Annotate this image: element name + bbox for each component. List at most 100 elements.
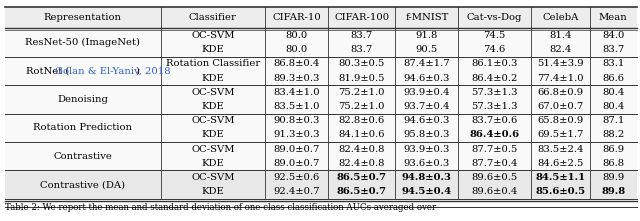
Text: CIFAR-100: CIFAR-100 [334,13,389,22]
Text: 81.9±0.5: 81.9±0.5 [339,74,385,83]
Text: 83.5±2.4: 83.5±2.4 [537,145,584,154]
Text: Rotation Prediction: Rotation Prediction [33,123,132,132]
Text: Classifier: Classifier [189,13,237,22]
Text: 80.4: 80.4 [602,102,625,111]
Text: 86.8: 86.8 [602,159,625,168]
Bar [5,170,637,199]
Text: RotNet (: RotNet ( [26,67,70,75]
Text: 86.4±0.6: 86.4±0.6 [469,130,520,139]
Text: 93.7±0.4: 93.7±0.4 [404,102,450,111]
Text: CelebA: CelebA [542,13,579,22]
Text: 80.3±0.5: 80.3±0.5 [339,59,385,68]
Text: Contrastive: Contrastive [53,152,112,161]
Text: 84.5±1.1: 84.5±1.1 [535,173,585,182]
Text: 82.4±0.8: 82.4±0.8 [339,159,385,168]
Text: 92.5±0.6: 92.5±0.6 [274,173,320,182]
Text: KDE: KDE [202,159,224,168]
Text: 84.1±0.6: 84.1±0.6 [339,130,385,139]
Text: 65.8±0.9: 65.8±0.9 [537,116,583,125]
Text: 91.8: 91.8 [415,31,438,40]
Text: 88.2: 88.2 [602,130,625,139]
Text: 91.3±0.3: 91.3±0.3 [273,130,320,139]
Bar [5,7,637,199]
Text: 83.5±1.0: 83.5±1.0 [273,102,320,111]
Text: 85.6±0.5: 85.6±0.5 [535,187,585,196]
Text: 94.6±0.3: 94.6±0.3 [404,74,450,83]
Text: 86.9: 86.9 [602,145,625,154]
Text: 69.5±1.7: 69.5±1.7 [537,130,584,139]
Text: f-MNIST: f-MNIST [405,13,449,22]
Text: 87.1: 87.1 [602,116,625,125]
Text: 90.5: 90.5 [416,45,438,54]
Text: 74.6: 74.6 [483,45,506,54]
Text: 84.6±2.5: 84.6±2.5 [537,159,584,168]
Text: 89.6±0.5: 89.6±0.5 [471,173,518,182]
Text: 57.3±1.3: 57.3±1.3 [471,88,518,97]
Text: 84.0: 84.0 [602,31,625,40]
Text: 81.4: 81.4 [549,31,572,40]
Text: 93.9±0.4: 93.9±0.4 [404,88,450,97]
Text: KDE: KDE [202,45,224,54]
Text: 90.8±0.3: 90.8±0.3 [273,116,320,125]
Text: Mean: Mean [599,13,628,22]
Text: 57.3±1.3: 57.3±1.3 [471,102,518,111]
Text: 80.0: 80.0 [285,45,308,54]
Text: ): ) [136,67,140,75]
Text: KDE: KDE [202,102,224,111]
Text: OC-SVM: OC-SVM [191,116,235,125]
Text: 93.6±0.3: 93.6±0.3 [404,159,450,168]
Text: 83.4±1.0: 83.4±1.0 [273,88,320,97]
Text: 66.8±0.9: 66.8±0.9 [537,88,583,97]
Text: 95.8±0.3: 95.8±0.3 [404,130,450,139]
Text: 86.6: 86.6 [602,74,624,83]
Text: 51.4±3.9: 51.4±3.9 [537,59,584,68]
Text: 80.4: 80.4 [602,88,625,97]
Text: 86.5±0.7: 86.5±0.7 [337,187,387,196]
Text: ResNet-50 (ImageNet): ResNet-50 (ImageNet) [26,38,140,47]
Text: 94.8±0.3: 94.8±0.3 [402,173,452,182]
Text: Cat-vs-Dog: Cat-vs-Dog [467,13,522,22]
Bar [5,7,637,28]
Text: KDE: KDE [202,187,224,196]
Text: OC-SVM: OC-SVM [191,173,235,182]
Text: Representation: Representation [44,13,122,22]
Text: 83.7: 83.7 [351,45,373,54]
Text: 82.4: 82.4 [549,45,572,54]
Text: 83.7±0.6: 83.7±0.6 [471,116,518,125]
Text: Rotation Classifier: Rotation Classifier [166,59,260,68]
Text: 89.8: 89.8 [601,187,625,196]
Text: OC-SVM: OC-SVM [191,145,235,154]
Text: 83.7: 83.7 [602,45,625,54]
Text: 75.2±1.0: 75.2±1.0 [339,88,385,97]
Text: 83.7: 83.7 [351,31,373,40]
Text: 94.6±0.3: 94.6±0.3 [404,116,450,125]
Text: OC-SVM: OC-SVM [191,88,235,97]
Text: Table 2: We report the mean and standard deviation of one-class classification A: Table 2: We report the mean and standard… [5,203,436,212]
Text: 89.9: 89.9 [602,173,625,182]
Text: 86.5±0.7: 86.5±0.7 [337,173,387,182]
Text: 89.6±0.4: 89.6±0.4 [471,187,518,196]
Text: 89.0±0.7: 89.0±0.7 [273,145,320,154]
Text: Denoising: Denoising [58,95,108,104]
Text: CIFAR-10: CIFAR-10 [273,13,321,22]
Text: 67.0±0.7: 67.0±0.7 [537,102,583,111]
Text: KDE: KDE [202,74,224,83]
Text: 93.9±0.3: 93.9±0.3 [404,145,450,154]
Text: 92.4±0.7: 92.4±0.7 [273,187,320,196]
Text: 89.3±0.3: 89.3±0.3 [273,74,320,83]
Text: 86.1±0.3: 86.1±0.3 [471,59,518,68]
Text: 80.0: 80.0 [285,31,308,40]
Text: Golan & El-Yaniv, 2018: Golan & El-Yaniv, 2018 [56,67,171,75]
Text: 83.1: 83.1 [602,59,625,68]
Text: 82.8±0.6: 82.8±0.6 [339,116,385,125]
Text: 86.8±0.4: 86.8±0.4 [273,59,320,68]
Text: 87.4±1.7: 87.4±1.7 [404,59,450,68]
Text: OC-SVM: OC-SVM [191,31,235,40]
Text: 74.5: 74.5 [483,31,506,40]
Text: 87.7±0.4: 87.7±0.4 [471,159,518,168]
Text: 87.7±0.5: 87.7±0.5 [471,145,518,154]
Text: Contrastive (DA): Contrastive (DA) [40,180,125,189]
Text: 86.4±0.2: 86.4±0.2 [471,74,518,83]
Text: 94.5±0.4: 94.5±0.4 [402,187,452,196]
Text: KDE: KDE [202,130,224,139]
